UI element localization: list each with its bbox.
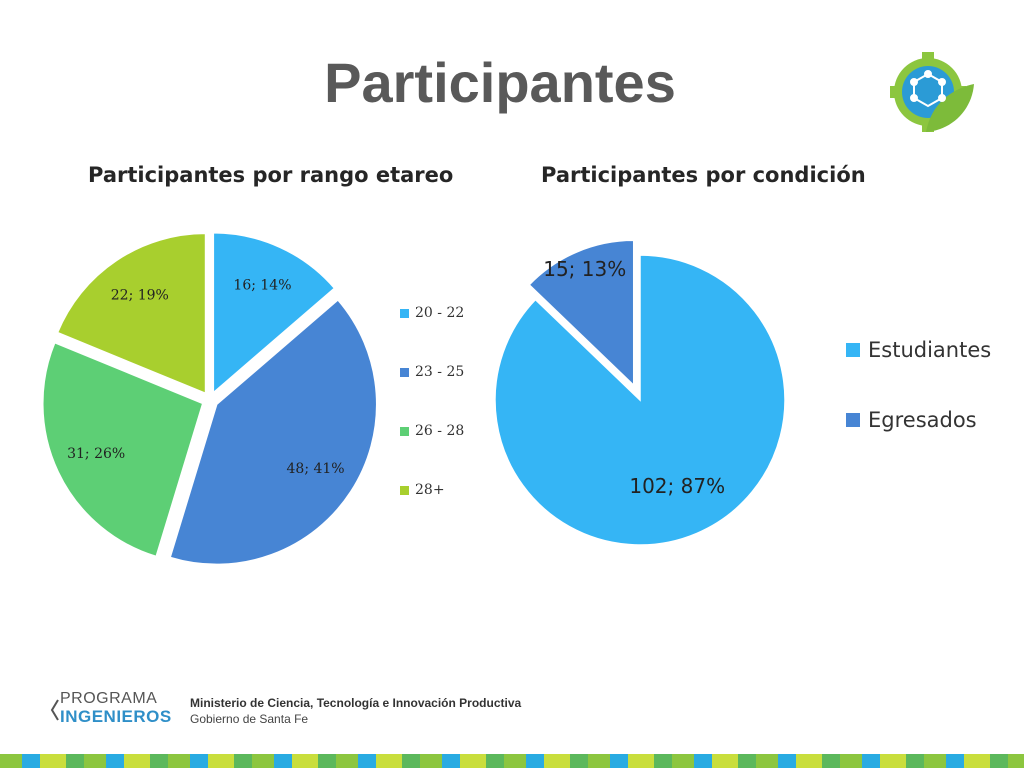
legend-label: 28+ (415, 482, 445, 498)
pie-data-label-0-2: 31; 26% (67, 446, 125, 462)
decorative-bottom-band (0, 754, 1024, 768)
legend-item-0-0: 20 - 22 (400, 305, 464, 321)
program-name-line1: PROGRAMA (60, 690, 158, 707)
pie-slice-0-0 (212, 231, 336, 395)
program-name-line2: INGENIEROS (60, 707, 172, 726)
pie-data-label-1-0: 102; 87% (629, 474, 725, 498)
legend-swatch (400, 367, 409, 377)
chart-title-condition: Participantes por condición (541, 163, 866, 187)
legend-swatch (400, 485, 409, 495)
legend-label: 26 - 28 (415, 423, 465, 439)
government-name: Gobierno de Santa Fe (190, 712, 309, 726)
legend-label: 23 - 25 (415, 364, 465, 380)
legend-label: Estudiantes (868, 338, 992, 362)
legend-swatch (400, 426, 409, 436)
legend-swatch (400, 308, 409, 318)
legend-item-0-2: 26 - 28 (400, 423, 464, 439)
pie-slice-0-2 (42, 341, 204, 558)
chart-title-age-range: Participantes por rango etareo (88, 163, 454, 187)
legend-swatch (846, 343, 860, 357)
pie-slice-0-3 (56, 232, 207, 395)
programa-arrow-icon (50, 699, 59, 721)
pie-slice-1-0 (494, 254, 786, 546)
legend-item-0-3: 28+ (400, 482, 445, 498)
legend-item-1-0: Estudiantes (846, 338, 991, 362)
footer-branding: PROGRAMA INGENIEROS Ministerio de Cienci… (50, 690, 550, 730)
pie-slice-0-1 (169, 298, 378, 566)
ministry-name: Ministerio de Ciencia, Tecnología e Inno… (190, 696, 522, 710)
leaf-icon (926, 84, 974, 132)
programa-ingenieros-gear-leaf-logo (890, 52, 974, 132)
pie-data-label-0-1: 48; 41% (287, 461, 345, 477)
legend-item-0-1: 23 - 25 (400, 364, 464, 380)
pie-data-label-1-1: 15; 13% (543, 257, 626, 281)
legend-label: 20 - 22 (415, 305, 465, 321)
legend-item-1-1: Egresados (846, 408, 977, 432)
pie-data-label-0-3: 22; 19% (111, 287, 169, 303)
legend-swatch (846, 413, 860, 427)
slide-title: Participantes (324, 51, 676, 114)
pie-data-label-0-0: 16; 14% (233, 277, 291, 293)
legend-label: Egresados (868, 408, 977, 432)
network-icon (910, 70, 946, 108)
pie-slice-1-1 (528, 239, 635, 388)
